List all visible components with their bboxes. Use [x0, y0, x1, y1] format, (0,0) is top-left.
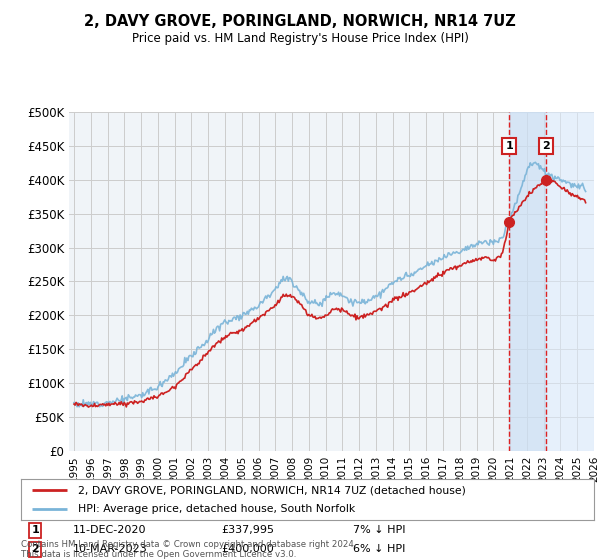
Text: Contains HM Land Registry data © Crown copyright and database right 2024.
This d: Contains HM Land Registry data © Crown c…: [21, 540, 356, 559]
Text: 6% ↓ HPI: 6% ↓ HPI: [353, 544, 406, 554]
Text: 10-MAR-2023: 10-MAR-2023: [73, 544, 148, 554]
Text: 2: 2: [542, 141, 550, 151]
Text: 1: 1: [506, 141, 514, 151]
Text: Price paid vs. HM Land Registry's House Price Index (HPI): Price paid vs. HM Land Registry's House …: [131, 32, 469, 45]
Text: £400,000: £400,000: [221, 544, 274, 554]
Text: 1: 1: [31, 525, 39, 535]
Text: £337,995: £337,995: [221, 525, 275, 535]
Text: HPI: Average price, detached house, South Norfolk: HPI: Average price, detached house, Sout…: [79, 504, 356, 514]
Text: 2, DAVY GROVE, PORINGLAND, NORWICH, NR14 7UZ: 2, DAVY GROVE, PORINGLAND, NORWICH, NR14…: [84, 14, 516, 29]
Text: 11-DEC-2020: 11-DEC-2020: [73, 525, 146, 535]
Text: 2: 2: [31, 544, 39, 554]
Text: 2, DAVY GROVE, PORINGLAND, NORWICH, NR14 7UZ (detached house): 2, DAVY GROVE, PORINGLAND, NORWICH, NR14…: [79, 486, 466, 495]
Bar: [509, 112, 547, 451]
Text: 7% ↓ HPI: 7% ↓ HPI: [353, 525, 406, 535]
Bar: [547, 112, 594, 451]
